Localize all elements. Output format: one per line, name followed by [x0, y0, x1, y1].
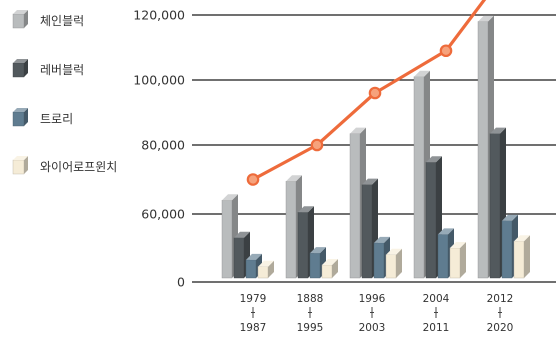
svg-text:1979: 1979: [240, 293, 267, 305]
svg-text:1996: 1996: [359, 293, 386, 305]
y-tick-label: 0: [177, 275, 185, 290]
y-tick-label: 60,000: [141, 207, 185, 222]
legend-item: 와이어로프윈치: [12, 156, 117, 175]
x-tick-label: 2004 2011: [423, 293, 450, 334]
svg-text:2012: 2012: [487, 293, 514, 305]
trend-point: [310, 138, 324, 152]
legend-item: 레버블럭: [12, 59, 84, 78]
x-tick-label: 2012 2020: [487, 293, 514, 334]
y-tick-label: 120,000: [133, 8, 185, 23]
svg-text:2003: 2003: [359, 322, 386, 334]
y-tick-label: 100,000: [133, 73, 185, 88]
svg-text:2020: 2020: [487, 322, 514, 334]
y-tick-label: 80,000: [141, 138, 185, 153]
svg-text:2004: 2004: [423, 293, 450, 305]
svg-text:와이어로프윈치: 와이어로프윈치: [40, 160, 117, 174]
bar: [513, 235, 530, 279]
x-tick-label: 1888 1995: [297, 293, 324, 334]
y-axis-labels: 0 60,000 80,000 100,000 120,000: [133, 8, 185, 290]
x-tick-label: 1996 2003: [359, 293, 386, 334]
svg-text:레버블럭: 레버블럭: [40, 63, 84, 77]
x-tick-label: 1979 1987: [240, 293, 267, 334]
bar: [257, 260, 274, 279]
legend-item: 체인블럭: [12, 10, 84, 29]
svg-text:트로리: 트로리: [40, 112, 73, 126]
trend-point: [439, 44, 453, 58]
trend-line-layer: [246, 0, 487, 186]
trend-point: [368, 86, 382, 100]
svg-text:1888: 1888: [297, 293, 324, 305]
legend-item: 트로리: [12, 108, 73, 127]
bar: [449, 242, 466, 279]
svg-text:체인블럭: 체인블럭: [40, 14, 84, 28]
svg-text:1987: 1987: [240, 322, 267, 334]
bar: [385, 248, 402, 279]
svg-text:2011: 2011: [423, 322, 450, 334]
svg-text:1995: 1995: [297, 322, 324, 334]
trend-point: [246, 173, 260, 186]
bar: [321, 259, 338, 279]
bars: [221, 15, 530, 279]
x-axis-labels: 1979 1987 1888 1995 1996 2003 2004 2011 2012 2020: [240, 293, 514, 334]
